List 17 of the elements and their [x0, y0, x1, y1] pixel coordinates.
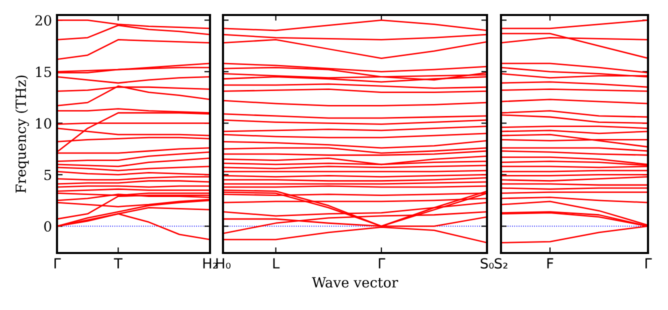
x-tick-label: F [547, 258, 554, 268]
x-tick-label: Γ [645, 258, 652, 268]
x-axis-title: Wave vector [312, 277, 398, 288]
x-tick-label: L [273, 258, 280, 268]
y-tick-label: 15 [36, 66, 52, 78]
x-tick-label: H₂ [203, 258, 218, 268]
y-axis-title: Frequency (THz) [15, 76, 29, 193]
y-tick-label: 0 [44, 221, 52, 232]
x-tick-label: T [114, 258, 122, 268]
y-tick-label: 5 [44, 170, 52, 180]
y-tick-label: 10 [36, 118, 52, 129]
x-tick-label: S₀ [480, 258, 494, 269]
y-tick-label: 20 [35, 15, 52, 26]
x-tick-label: Γ [54, 258, 61, 268]
x-tick-label: H₀ [216, 258, 231, 269]
x-tick-label: Γ [378, 258, 386, 268]
x-tick-label: S₂ [494, 258, 508, 269]
